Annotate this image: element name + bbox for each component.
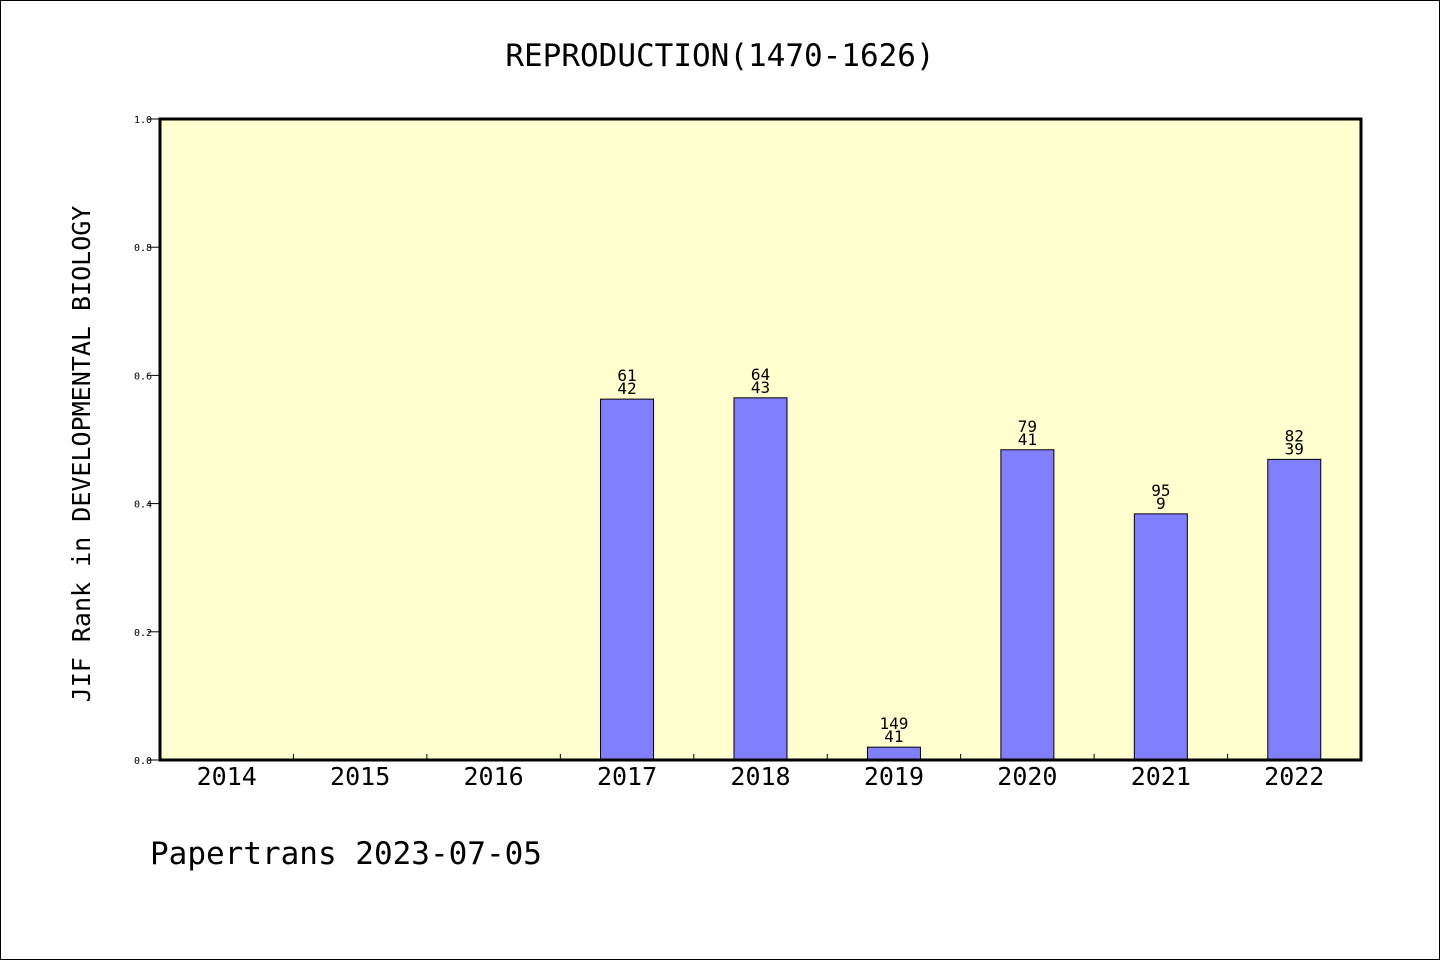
plot-border [158,117,1363,762]
data-label-top: 61 [617,366,636,385]
y-tick-label: 0.6 [134,371,152,382]
data-label-bottom: 39 [1285,439,1304,458]
data-label-top: 64 [751,365,770,384]
data-label-bottom: 42 [617,379,636,398]
x-tick-label: 2022 [1264,762,1324,791]
bar-2019 [866,746,921,761]
x-axis: 2014 2015 2016 2017 2018 2019 2020 2021 2022 [197,754,1324,791]
x-tick-label: 2017 [597,762,657,791]
x-tick-label: 2018 [730,762,790,791]
data-label-top: 82 [1285,426,1304,445]
data-label-bottom: 41 [884,727,903,746]
data-label-top: 149 [879,714,908,733]
bar-2022 [1267,458,1322,761]
y-axis-label: JIF Rank in DEVELOPMENTAL BIOLOGY [67,206,96,703]
bar-2018 [733,397,788,761]
bars-layer [600,397,1322,761]
y-tick-label: 0.8 [134,243,152,254]
y-tick-label: 0.4 [134,500,152,511]
x-tick-label: 2020 [997,762,1057,791]
x-tick-label: 2016 [464,762,524,791]
data-label-bottom: 9 [1156,494,1166,513]
data-label-bottom: 43 [751,378,770,397]
x-tick-label: 2015 [330,762,390,791]
data-label-top: 79 [1018,417,1037,436]
x-tick-label: 2014 [197,762,257,791]
y-tick-label: 1.0 [134,115,152,126]
data-label-top: 95 [1151,481,1170,500]
chart-title: REPRODUCTION(1470-1626) [505,38,934,74]
y-tick-label: 0.2 [134,628,152,639]
y-tick-label: 0.0 [134,756,152,767]
bar-2017 [600,398,655,761]
bar-2021 [1133,513,1188,761]
data-label-bottom: 41 [1018,430,1037,449]
bar-2020 [1000,449,1055,761]
y-axis: 0.0 0.2 0.4 0.6 0.8 1.0 [134,115,160,767]
footer-credit: Papertrans 2023-07-05 [150,836,542,872]
x-tick-label: 2021 [1131,762,1191,791]
x-tick-label: 2019 [864,762,924,791]
